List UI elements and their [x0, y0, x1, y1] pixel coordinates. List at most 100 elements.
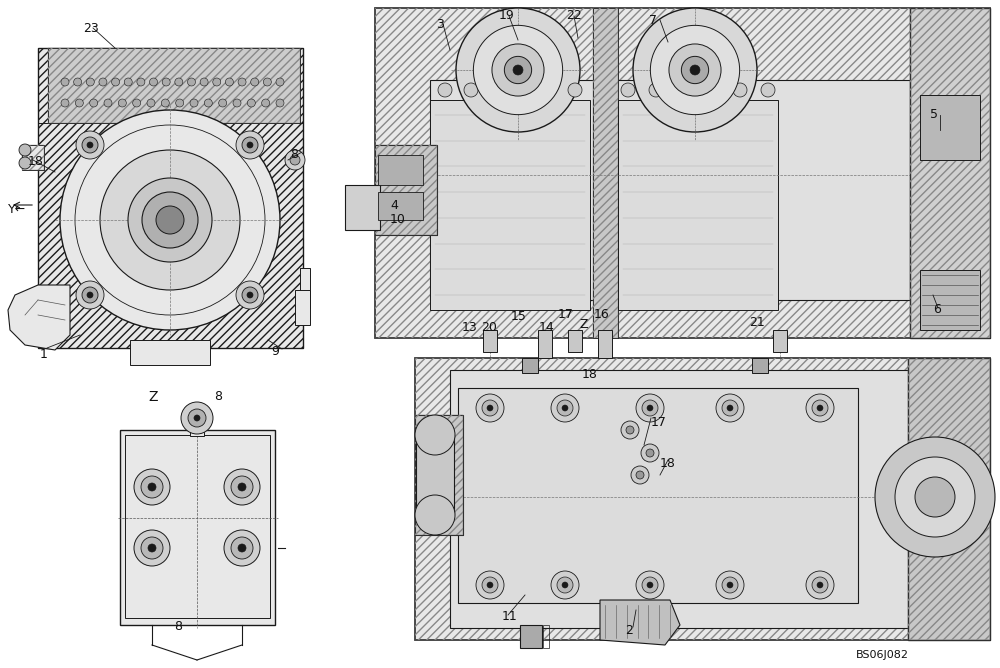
Text: 8: 8: [174, 620, 182, 633]
Circle shape: [76, 131, 104, 159]
Text: 4: 4: [390, 199, 398, 212]
Text: 7: 7: [649, 14, 657, 27]
Bar: [190, 418, 204, 436]
Circle shape: [464, 83, 478, 97]
Circle shape: [175, 78, 183, 86]
Circle shape: [141, 476, 163, 498]
Circle shape: [82, 287, 98, 303]
Text: Z: Z: [148, 390, 158, 404]
Bar: [378, 155, 423, 185]
Circle shape: [438, 83, 452, 97]
Bar: [48, 48, 300, 123]
Text: 11: 11: [502, 610, 518, 623]
Text: 1: 1: [40, 348, 48, 361]
Circle shape: [104, 99, 112, 107]
Text: Y←: Y←: [8, 203, 26, 216]
Circle shape: [204, 99, 212, 107]
Bar: [908, 358, 990, 640]
Text: 8: 8: [214, 390, 222, 403]
Bar: [522, 358, 538, 373]
Bar: [415, 415, 463, 535]
Text: 2: 2: [625, 624, 633, 637]
Circle shape: [626, 426, 634, 434]
Circle shape: [181, 402, 213, 434]
Bar: [378, 192, 423, 220]
Circle shape: [19, 157, 31, 169]
Bar: [300, 268, 310, 308]
Circle shape: [473, 25, 563, 115]
Circle shape: [415, 415, 455, 455]
Bar: [920, 270, 980, 330]
Bar: [430, 100, 590, 310]
Circle shape: [188, 409, 206, 427]
Circle shape: [621, 83, 635, 97]
Text: 16: 16: [594, 308, 610, 321]
Polygon shape: [8, 285, 70, 350]
Circle shape: [642, 400, 658, 416]
Text: 13: 13: [462, 321, 478, 334]
Circle shape: [148, 483, 156, 491]
Bar: [345, 185, 380, 230]
Circle shape: [504, 56, 532, 84]
Circle shape: [247, 99, 255, 107]
Circle shape: [74, 78, 82, 86]
Bar: [908, 358, 990, 640]
Circle shape: [137, 78, 145, 86]
Circle shape: [236, 131, 264, 159]
Bar: [483, 330, 497, 352]
Bar: [22, 145, 44, 170]
Circle shape: [487, 582, 493, 588]
Circle shape: [761, 83, 775, 97]
Bar: [593, 8, 618, 338]
Text: 20: 20: [481, 321, 497, 334]
Bar: [920, 95, 980, 160]
Circle shape: [118, 99, 126, 107]
Text: 22: 22: [566, 9, 582, 22]
Circle shape: [242, 137, 258, 153]
Circle shape: [238, 544, 246, 552]
Circle shape: [817, 582, 823, 588]
Bar: [375, 145, 437, 235]
Circle shape: [636, 571, 664, 599]
Circle shape: [817, 405, 823, 411]
Circle shape: [147, 99, 155, 107]
Circle shape: [276, 78, 284, 86]
Circle shape: [727, 405, 733, 411]
Circle shape: [87, 292, 93, 298]
Bar: [538, 330, 552, 358]
Text: 3: 3: [436, 18, 444, 31]
Text: 19: 19: [499, 9, 515, 22]
Circle shape: [224, 469, 260, 505]
Circle shape: [90, 99, 98, 107]
Circle shape: [251, 78, 259, 86]
Circle shape: [112, 78, 120, 86]
Circle shape: [150, 78, 158, 86]
Circle shape: [621, 421, 639, 439]
Text: 18: 18: [582, 368, 598, 381]
Circle shape: [86, 78, 94, 86]
Bar: [295, 290, 310, 325]
Circle shape: [557, 577, 573, 593]
Circle shape: [650, 25, 740, 115]
Circle shape: [134, 469, 170, 505]
Circle shape: [806, 394, 834, 422]
Circle shape: [61, 99, 69, 107]
Circle shape: [733, 83, 747, 97]
Circle shape: [190, 99, 198, 107]
Bar: [458, 388, 858, 603]
Circle shape: [161, 99, 169, 107]
Text: 14: 14: [539, 321, 555, 334]
Circle shape: [238, 78, 246, 86]
Circle shape: [542, 83, 556, 97]
Text: 18: 18: [28, 155, 44, 168]
Circle shape: [134, 530, 170, 566]
Bar: [543, 625, 549, 648]
Circle shape: [551, 394, 579, 422]
Circle shape: [142, 192, 198, 248]
Circle shape: [631, 466, 649, 484]
Circle shape: [633, 8, 757, 132]
Text: 21: 21: [749, 316, 765, 329]
Circle shape: [551, 571, 579, 599]
Circle shape: [568, 83, 582, 97]
Bar: [568, 330, 582, 352]
